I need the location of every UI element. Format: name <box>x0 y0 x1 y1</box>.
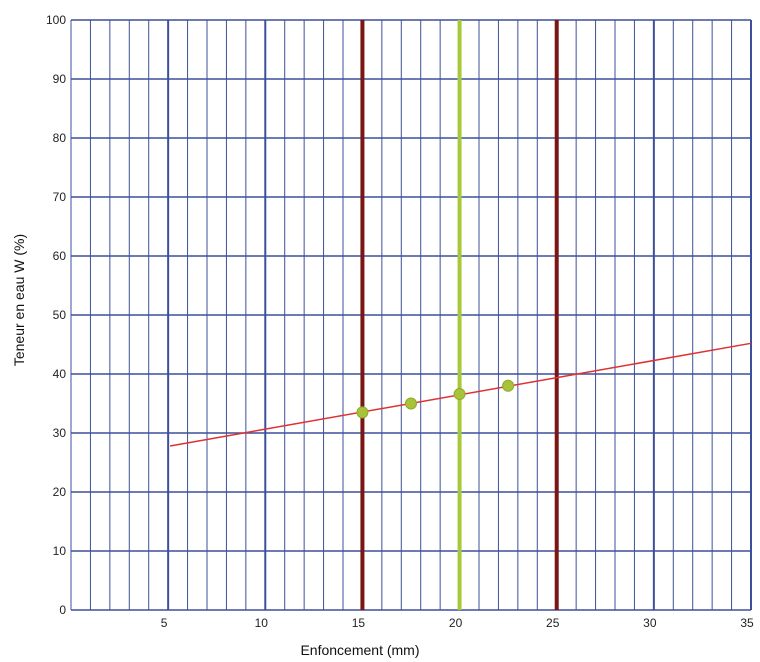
y-tick-label: 60 <box>53 249 67 263</box>
reference-lines <box>360 20 559 610</box>
data-point <box>405 397 417 410</box>
y-tick-label: 40 <box>53 367 67 381</box>
grid <box>70 19 752 611</box>
series-layer <box>169 342 752 447</box>
y-tick-label: 20 <box>53 485 67 499</box>
x-axis-label: Enfoncement (mm) <box>300 642 419 658</box>
y-tick-label: 0 <box>59 603 66 617</box>
data-point <box>502 379 515 392</box>
x-tick-labels: 5 10 15 20 25 30 35 <box>161 616 754 630</box>
y-tick-label: 100 <box>46 13 66 27</box>
y-tick-label: 70 <box>53 190 67 204</box>
y-tick-label: 10 <box>53 544 67 558</box>
x-tick-label: 30 <box>643 616 657 630</box>
y-tick-label: 30 <box>53 426 67 440</box>
x-tick-label: 35 <box>740 616 754 630</box>
x-tick-label: 25 <box>546 616 560 630</box>
y-tick-labels: 0 10 20 30 40 50 60 70 80 90 100 <box>46 13 66 617</box>
data-point <box>453 388 466 401</box>
data-point <box>356 406 369 419</box>
x-tick-label: 20 <box>449 616 463 630</box>
y-tick-label: 50 <box>53 308 67 322</box>
x-tick-label: 5 <box>161 616 168 630</box>
x-tick-label: 15 <box>352 616 366 630</box>
x-tick-label: 10 <box>255 616 269 630</box>
y-tick-label: 90 <box>53 72 67 86</box>
y-tick-label: 80 <box>53 131 67 145</box>
y-axis-label: Teneur en eau W (%) <box>11 234 27 366</box>
